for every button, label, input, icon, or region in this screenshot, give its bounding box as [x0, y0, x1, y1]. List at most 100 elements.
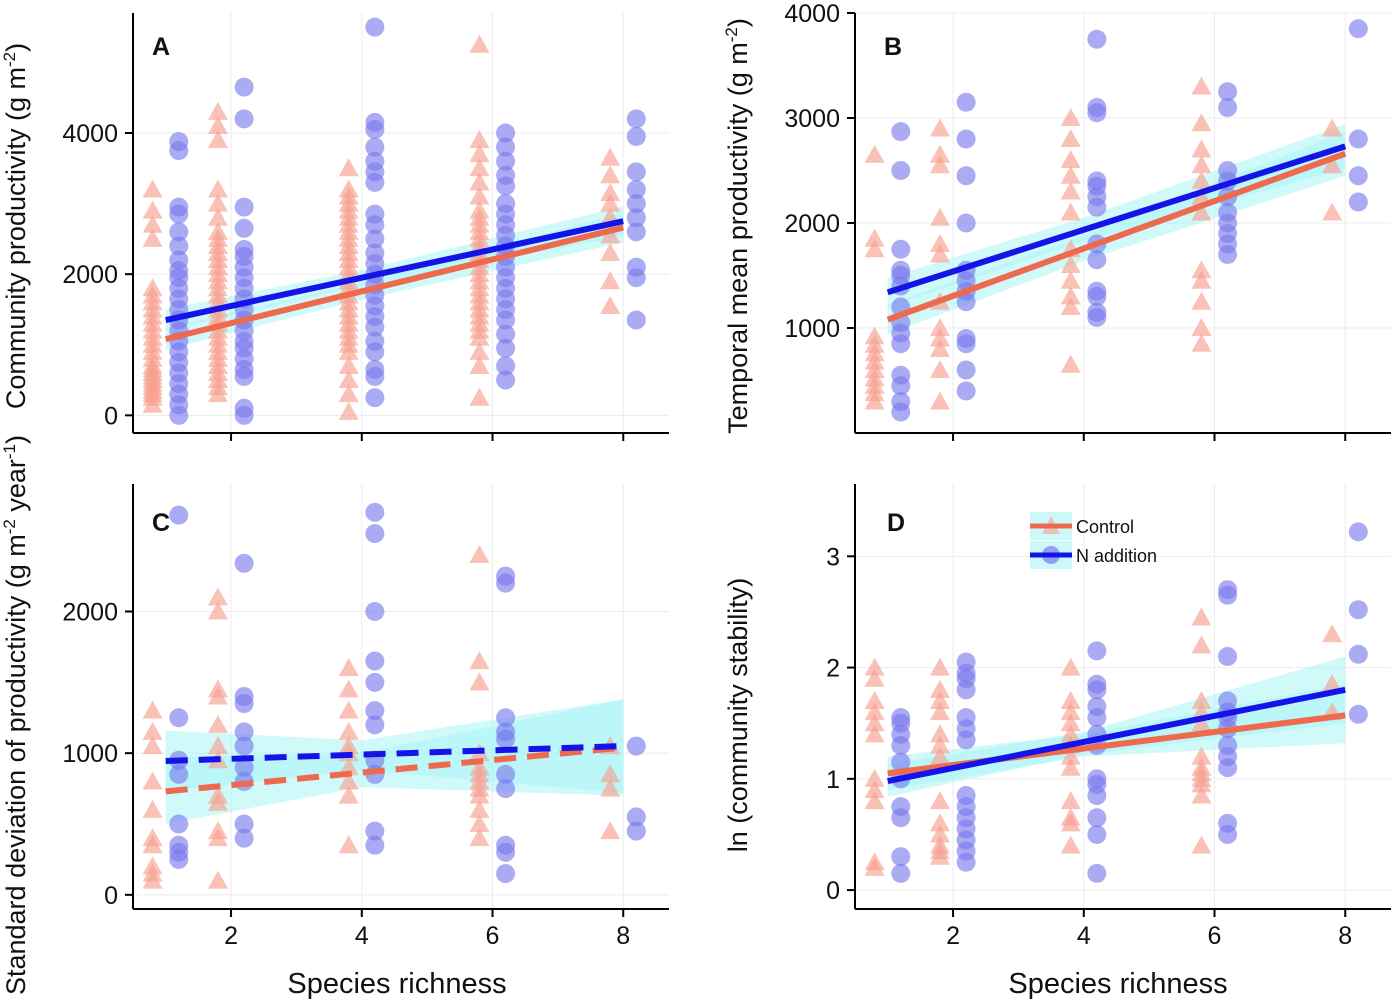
- naddition-point: [234, 553, 254, 573]
- naddition-point: [365, 715, 385, 735]
- control-point: [469, 200, 490, 219]
- naddition-point: [1087, 250, 1107, 270]
- naddition-point: [234, 239, 254, 259]
- fit-line-control: [886, 150, 1347, 323]
- control-point: [469, 341, 490, 360]
- control-point: [1191, 746, 1212, 765]
- naddition-point: [365, 359, 385, 379]
- naddition-point: [496, 194, 516, 214]
- control-point: [207, 130, 228, 149]
- control-point: [469, 172, 490, 191]
- control-point: [142, 278, 163, 297]
- naddition-point: [234, 77, 254, 97]
- plot-area-a: 0 2000 4000: [62, 13, 669, 441]
- control-point: [338, 370, 359, 389]
- naddition-point: [956, 92, 976, 112]
- naddition-point: [1087, 98, 1107, 117]
- control-point: [338, 658, 359, 677]
- legend-naddition-label: N addition: [1076, 546, 1157, 566]
- naddition-point: [365, 112, 385, 132]
- naddition-point: [169, 835, 189, 855]
- naddition-point: [1218, 580, 1238, 600]
- naddition-point: [234, 197, 254, 217]
- control-point: [1060, 150, 1081, 168]
- naddition-point: [496, 708, 516, 728]
- control-point: [1191, 202, 1212, 221]
- control-point: [1191, 635, 1212, 654]
- control-point: [207, 179, 228, 198]
- control-point: [864, 239, 885, 258]
- naddition-point: [234, 736, 254, 756]
- control-point: [1060, 165, 1081, 184]
- y-tick-label: 0: [104, 402, 118, 430]
- control-point: [1191, 757, 1212, 776]
- fit-line-n-addition: [165, 743, 624, 764]
- naddition-point: [496, 764, 516, 784]
- panel-a-ylabel: Community productivity (g m-2): [0, 43, 31, 409]
- naddition-point: [956, 213, 976, 233]
- naddition-point: [365, 821, 385, 841]
- control-point: [1060, 724, 1081, 743]
- naddition-point: [1087, 769, 1107, 789]
- control-point: [1322, 674, 1343, 693]
- control-point: [1060, 702, 1081, 721]
- legend-item-n-addition: N addition: [1030, 541, 1157, 569]
- control-point: [600, 271, 621, 290]
- control-point: [1191, 139, 1212, 158]
- panel-c-xlabel: Species richness: [287, 968, 506, 1000]
- control-point: [1322, 155, 1343, 174]
- naddition-point: [1348, 192, 1368, 212]
- naddition-point: [1218, 813, 1238, 833]
- naddition-point: [626, 109, 646, 129]
- y-tick-label: 2: [826, 655, 840, 683]
- control-point: [142, 856, 163, 875]
- control-point: [864, 668, 885, 687]
- control-point: [929, 735, 950, 754]
- control-point: [1191, 318, 1212, 336]
- control-point: [1060, 354, 1081, 373]
- control-point: [1191, 155, 1212, 174]
- fit-line-n-addition: [165, 218, 624, 323]
- naddition-point: [626, 736, 646, 756]
- panel-a-label: A: [152, 33, 170, 61]
- naddition-point: [956, 329, 976, 348]
- control-point: [929, 835, 950, 854]
- control-point: [469, 828, 490, 847]
- naddition-point: [1218, 161, 1238, 180]
- naddition-point: [234, 757, 254, 777]
- naddition-point: [1087, 697, 1107, 717]
- naddition-point: [1218, 98, 1238, 117]
- control-point: [469, 544, 490, 563]
- control-point: [929, 657, 950, 676]
- control-point: [1060, 657, 1081, 676]
- control-point: [1060, 713, 1081, 732]
- control-point: [1191, 785, 1212, 804]
- naddition-point: [1087, 302, 1107, 322]
- control-point: [929, 155, 950, 174]
- control-point: [929, 318, 950, 336]
- control-point: [469, 34, 490, 53]
- naddition-point: [1087, 863, 1107, 883]
- naddition-point: [496, 779, 516, 799]
- panel-b-label: B: [884, 33, 902, 61]
- naddition-point: [1087, 641, 1107, 661]
- control-point: [469, 672, 490, 691]
- naddition-point: [496, 722, 516, 742]
- control-point: [207, 115, 228, 134]
- panel-c-ylabel: Standard deviation of productivity (g m-…: [0, 435, 31, 995]
- control-point: [142, 736, 163, 755]
- control-point: [142, 721, 163, 740]
- control-point: [142, 179, 163, 198]
- control-point: [929, 339, 950, 357]
- control-point: [338, 835, 359, 854]
- naddition-point: [365, 602, 385, 621]
- control-point: [929, 724, 950, 743]
- x-tick-label: 4: [355, 922, 369, 950]
- naddition-point: [626, 208, 646, 228]
- control-point: [338, 384, 359, 403]
- naddition-point: [956, 360, 976, 380]
- y-tick-label: 0: [104, 882, 118, 910]
- naddition-point: [956, 166, 976, 186]
- control-point: [929, 360, 950, 378]
